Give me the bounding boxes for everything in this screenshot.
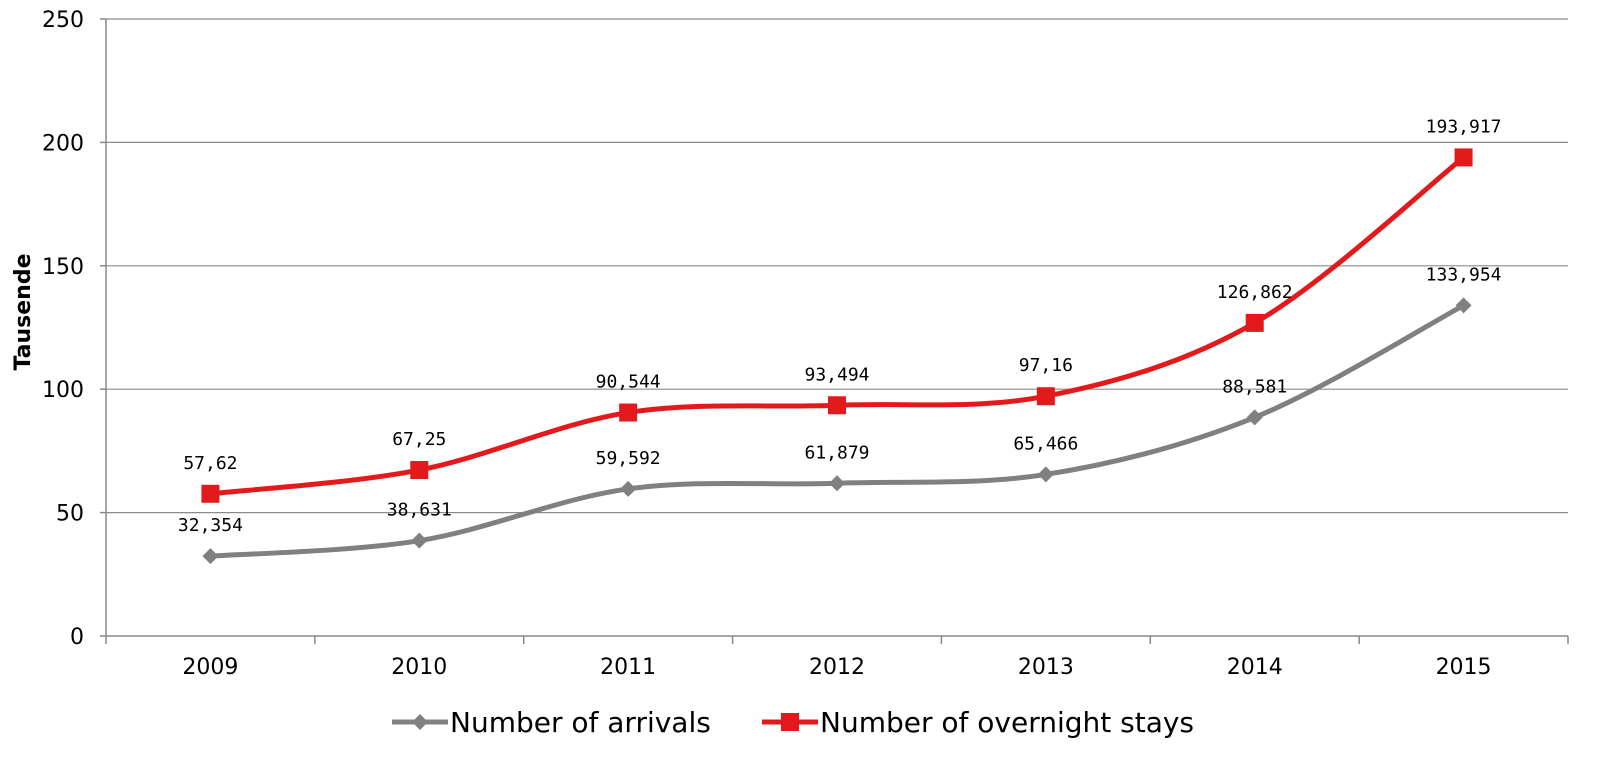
data-label: 67,25 [392,429,446,450]
diamond-marker [1455,297,1472,314]
square-marker [1245,313,1264,332]
x-tick-label: 2014 [1227,655,1283,680]
data-label: 65,466 [1013,433,1078,454]
gridlines [106,18,1568,514]
legend-square-marker [781,713,799,731]
series-arrivals [202,297,1472,565]
y-tick-label: 50 [56,502,84,527]
x-tick-label: 2011 [600,655,656,680]
series-group [201,148,1473,565]
data-label: 93,494 [804,364,869,385]
y-axis-title: Tausende [11,253,36,370]
data-labels: 32,354 38,631 59,592 61,879 65,466 88,581 133,… [178,116,1502,536]
legend-item: Number of overnight stays [762,706,1194,739]
y-tick-label: 0 [70,625,84,650]
data-label: 193,917 [1426,116,1502,137]
y-tick-label: 100 [42,378,84,403]
square-marker [828,396,846,415]
legend-label: Number of overnight stays [820,706,1194,739]
series-overnight-stays [201,148,1473,503]
data-label: 90,544 [596,372,661,393]
x-tick-label: 2015 [1436,655,1492,680]
data-label: 88,581 [1222,376,1287,397]
square-marker [619,403,638,422]
diamond-marker [1246,409,1263,426]
diamond-marker [829,475,845,492]
legend-diamond-marker [412,714,428,730]
x-tick-labels: 2009 2010 2011 2012 2013 2014 2015 [105,636,1569,680]
x-tick-label: 2012 [809,655,865,680]
data-label: 61,879 [804,442,869,463]
data-label: 57,62 [183,453,237,474]
data-label: 133,954 [1426,264,1502,285]
data-label: 97,16 [1019,355,1073,376]
x-tick-label: 2009 [182,655,238,680]
square-marker [1454,148,1473,167]
x-tick-label: 2010 [391,655,447,680]
square-marker [1036,387,1055,406]
data-label: 59,592 [596,448,661,469]
axes [105,19,1568,637]
diamond-marker [620,480,637,497]
legend-label: Number of arrivals [450,706,711,739]
legend-item: Number of arrivals [392,706,711,739]
diamond-marker [202,548,219,565]
y-tick-label: 250 [42,8,84,33]
diamond-marker [411,532,428,549]
data-label: 32,354 [178,515,243,536]
square-marker [201,484,220,503]
x-tick-label: 2013 [1018,655,1074,680]
y-tick-label: 200 [42,131,84,156]
data-label: 126,862 [1217,282,1293,303]
data-label: 38,631 [387,500,452,521]
y-tick-label: 150 [42,255,84,280]
square-marker [410,461,429,480]
legend: Number of arrivals Number of overnight st… [392,706,1194,739]
diamond-marker [1037,466,1054,483]
y-tick-labels: 0 50 100 150 200 250 [42,8,106,650]
